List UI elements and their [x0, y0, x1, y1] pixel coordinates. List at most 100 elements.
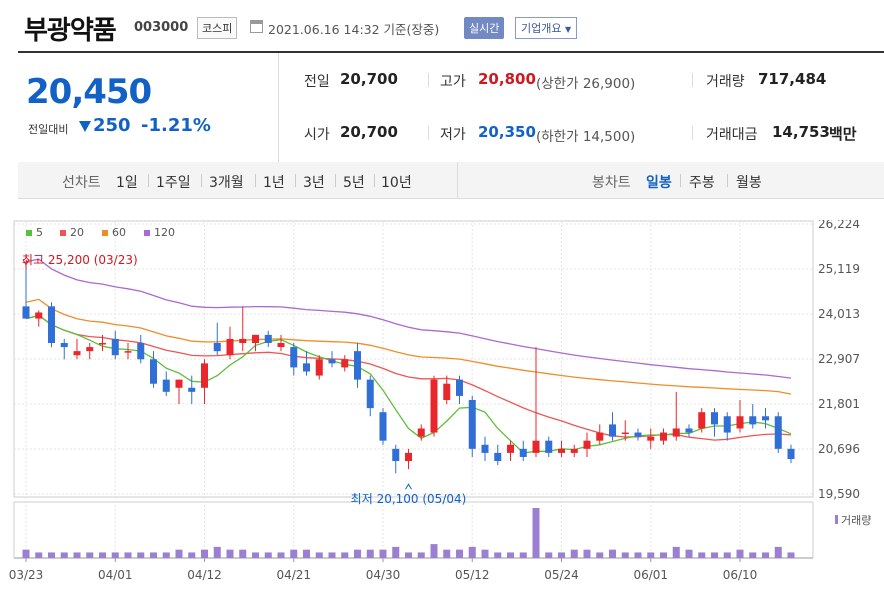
candle-body — [264, 334, 272, 344]
low-annotation-arrowhead — [405, 483, 412, 490]
realtime-button[interactable]: 실시간 — [464, 17, 505, 39]
chevron-down-icon: ▼ — [564, 25, 572, 34]
stock-chart[interactable]: 26,224 25,119 24,013 22,907 21,801 20,696 19,5… — [0, 220, 884, 597]
current-price: 20,450 — [26, 72, 152, 112]
tab-period-1d[interactable]: 1일 — [116, 175, 138, 191]
y-tick-label: 21,801 — [818, 397, 860, 411]
volume-bar — [353, 549, 362, 558]
tab-period-5y[interactable]: 5년 — [343, 175, 365, 191]
high-annotation: 최고 25,200 (03/23) — [22, 253, 138, 267]
volume-bar — [239, 549, 247, 558]
volume-bar — [506, 552, 515, 558]
candle-body — [723, 416, 731, 433]
volume-bar — [73, 552, 81, 558]
volume-bar — [22, 549, 30, 558]
y-tick-label: 25,119 — [818, 262, 860, 276]
price-change: 250 — [93, 115, 131, 136]
volume-bar — [468, 546, 476, 558]
volume-bar — [608, 549, 617, 558]
tab-period-3y[interactable]: 3년 — [303, 175, 325, 191]
volume-bar — [583, 549, 591, 558]
divider — [692, 73, 693, 87]
down-triangle-icon — [79, 121, 91, 132]
candle-body — [621, 432, 629, 435]
candle-body — [634, 432, 642, 437]
volume-label: 거래량 — [841, 514, 871, 527]
lower-limit: (하한가 14,500) — [536, 129, 636, 145]
company-overview-button[interactable]: 기업개요 ▼ — [515, 17, 578, 39]
volume-bar — [137, 552, 145, 558]
volume-bar — [494, 552, 502, 558]
candle-body — [736, 416, 744, 429]
tab-period-10y[interactable]: 10년 — [381, 175, 412, 191]
candle-body — [545, 440, 553, 453]
volume-bar — [175, 549, 183, 558]
volume-bar — [328, 552, 336, 558]
candle-body — [532, 440, 540, 453]
divider — [428, 126, 429, 140]
x-tick-label: 04/01 — [98, 568, 133, 582]
tab-candle-weekly[interactable]: 주봉 — [689, 175, 715, 191]
price-box — [18, 53, 279, 162]
volume-bar — [749, 552, 757, 558]
volume-bar — [366, 549, 374, 558]
legend-swatch-ma120 — [144, 230, 150, 236]
volume-bar — [647, 552, 655, 558]
candle-body — [86, 347, 94, 352]
candle-body — [481, 444, 489, 453]
candle-body — [417, 428, 425, 437]
candle-body — [353, 351, 362, 380]
x-tick-label: 05/12 — [455, 568, 490, 582]
volume-bar — [761, 552, 770, 558]
divider — [692, 126, 693, 140]
datetime: 2021.06.16 14:32 기준(장중) — [268, 22, 440, 37]
prev-close-label: 전일 — [304, 74, 330, 90]
tab-candle-monthly[interactable]: 월봉 — [736, 175, 762, 191]
legend-swatch-ma60 — [102, 230, 108, 236]
divider — [295, 174, 296, 187]
candle-body — [659, 432, 668, 441]
volume-bar — [213, 546, 221, 558]
volume-bar — [443, 549, 451, 558]
volume-bar — [723, 552, 731, 558]
divider — [457, 162, 458, 198]
line-chart-label: 선차트 — [62, 175, 101, 191]
legend-label-ma5: 5 — [36, 226, 43, 239]
tab-period-1y[interactable]: 1년 — [263, 175, 285, 191]
volume-bar — [200, 549, 209, 558]
divider — [428, 73, 429, 87]
tab-period-3m[interactable]: 3개월 — [209, 175, 244, 191]
y-tick-label: 24,013 — [818, 307, 860, 321]
volume-bar — [379, 549, 387, 558]
candle-body — [570, 448, 578, 453]
divider — [201, 174, 202, 187]
divider — [255, 174, 256, 187]
tab-period-1w[interactable]: 1주일 — [156, 175, 191, 191]
volume-bar — [774, 546, 782, 558]
volume-bar — [621, 552, 629, 558]
candle-body — [315, 359, 323, 376]
calendar-icon — [250, 20, 263, 33]
y-tick-label: 22,907 — [818, 352, 860, 366]
change-label: 전일대비 — [28, 123, 69, 136]
candle-body — [98, 343, 107, 345]
candle-body — [366, 379, 374, 409]
volume-bar — [596, 552, 604, 558]
candle-body — [787, 448, 795, 459]
volume-bar — [302, 549, 311, 558]
volume-bar — [392, 546, 400, 558]
divider — [374, 174, 375, 187]
candle-body — [188, 387, 196, 392]
volume-bar — [290, 549, 298, 558]
candle-body — [672, 428, 680, 437]
amount-value: 14,753 — [772, 123, 830, 141]
tab-candle-daily[interactable]: 일봉 — [646, 175, 672, 191]
candle-body — [162, 379, 170, 392]
candle-body — [519, 448, 527, 457]
candle-body — [557, 448, 566, 453]
candle-body — [149, 359, 158, 384]
volume-bar — [430, 544, 438, 558]
open-label: 시가 — [304, 127, 330, 143]
change-rate: -1.21% — [141, 115, 211, 136]
candle-body — [596, 432, 604, 441]
